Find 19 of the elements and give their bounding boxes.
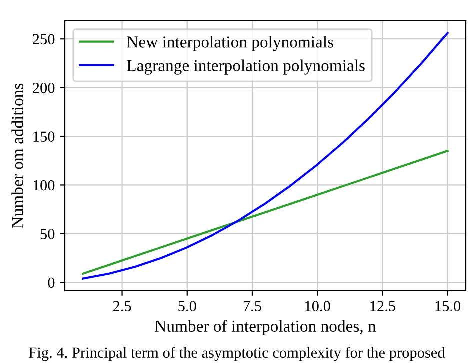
x-tick-label: 15.0 — [436, 301, 461, 312]
x-tick-label: 10.0 — [306, 301, 330, 312]
legend-label: Lagrange interpolation polynomials — [127, 60, 365, 75]
line-series — [82, 150, 449, 275]
x-tick-label: 12.5 — [370, 301, 396, 312]
x-axis-title: Number of interpolation nodes, n — [155, 320, 376, 336]
y-tick-label: 200 — [33, 82, 55, 94]
y-axis-title: Number om additions — [12, 84, 24, 228]
y-tick-label: 100 — [34, 180, 55, 191]
y-tick-label: 250 — [33, 34, 55, 45]
x-tick-label: 2.5 — [113, 301, 132, 312]
x-tick-label: 5.0 — [178, 301, 196, 312]
x-tick-label: 7.5 — [244, 301, 262, 312]
legend-label: New interpolation polynomials — [127, 36, 334, 52]
y-tick-label: 0 — [48, 278, 55, 288]
y-tick-label: 50 — [40, 229, 55, 240]
line-series — [82, 32, 449, 280]
y-tick-label: 150 — [34, 132, 55, 142]
caption: Fig. 4. Principal term of the asymptotic complexity for the proposed — [29, 347, 446, 362]
